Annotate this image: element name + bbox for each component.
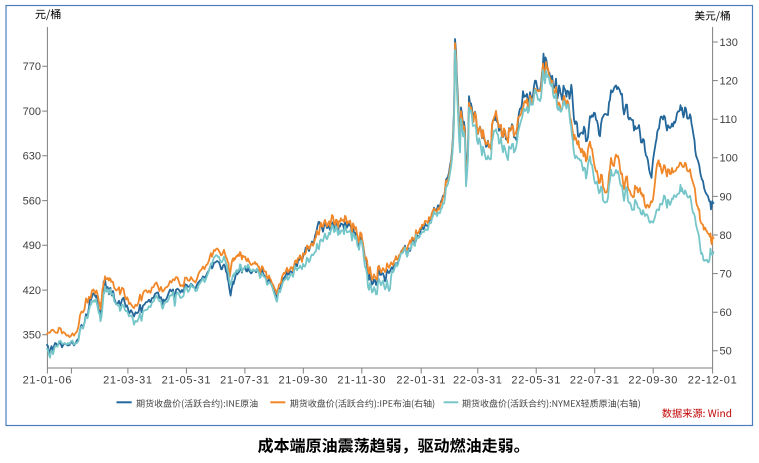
svg-text:70: 70	[720, 269, 732, 281]
svg-text:630: 630	[23, 151, 41, 163]
svg-text:120: 120	[720, 76, 738, 88]
svg-text:22-07-31: 22-07-31	[570, 375, 620, 387]
svg-text:22-03-31: 22-03-31	[453, 375, 503, 387]
svg-text:700: 700	[23, 106, 41, 118]
svg-text:60: 60	[720, 307, 732, 319]
svg-text:130: 130	[720, 37, 738, 49]
svg-text:100: 100	[720, 153, 738, 165]
svg-text:560: 560	[23, 196, 41, 208]
svg-text:21-05-31: 21-05-31	[162, 375, 212, 387]
svg-text:21-09-30: 21-09-30	[278, 375, 328, 387]
svg-text:420: 420	[23, 285, 41, 297]
svg-text:22-05-31: 22-05-31	[511, 375, 561, 387]
svg-text:21-03-31: 21-03-31	[103, 375, 153, 387]
svg-text:22-01-31: 22-01-31	[396, 375, 446, 387]
svg-text:21-11-30: 21-11-30	[337, 375, 386, 387]
svg-text:22-09-30: 22-09-30	[628, 375, 678, 387]
svg-text:770: 770	[23, 61, 41, 73]
svg-text:50: 50	[720, 346, 732, 358]
svg-text:80: 80	[720, 230, 732, 242]
svg-text:110: 110	[720, 114, 738, 126]
svg-text:21-07-31: 21-07-31	[220, 375, 270, 387]
svg-text:22-12-01: 22-12-01	[688, 375, 738, 387]
svg-text:350: 350	[23, 330, 41, 342]
svg-text:490: 490	[23, 240, 41, 252]
svg-text:90: 90	[720, 191, 732, 203]
svg-text:21-01-06: 21-01-06	[23, 375, 73, 387]
